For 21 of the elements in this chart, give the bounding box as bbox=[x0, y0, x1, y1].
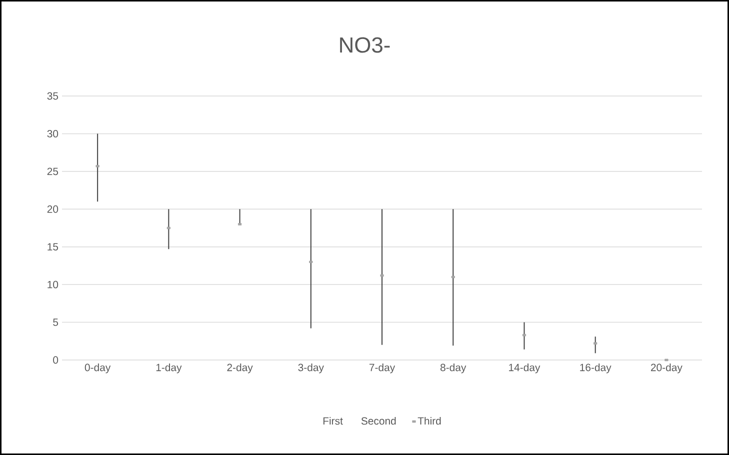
x-tick-label: 7-day bbox=[369, 364, 396, 374]
x-tick-label: 2-day bbox=[227, 364, 253, 374]
y-tick-label: 5 bbox=[53, 318, 58, 326]
y-tick-label: 25 bbox=[47, 168, 58, 176]
x-tick-label: 3-day bbox=[298, 364, 324, 374]
y-tick-label: 35 bbox=[47, 92, 58, 100]
x-tick-label: 20-day bbox=[650, 364, 682, 374]
x-tick-label: 0-day bbox=[84, 364, 111, 374]
legend-label: Third bbox=[418, 416, 441, 425]
x-tick-label: 14-day bbox=[509, 364, 540, 374]
x-tick-label: 16-day bbox=[580, 364, 612, 374]
y-tick-label: 20 bbox=[47, 205, 58, 213]
y-tick-label: 30 bbox=[47, 130, 58, 138]
chart-title: NO3- bbox=[340, 37, 390, 53]
x-tick-label: 8-day bbox=[440, 364, 466, 374]
text: Second bbox=[361, 416, 396, 425]
y-tick-label: 10 bbox=[48, 280, 58, 288]
y-tick-label: 0 bbox=[53, 356, 58, 364]
text: First bbox=[323, 416, 343, 425]
x-tick-label: 1-day bbox=[156, 364, 182, 374]
y-tick-label: 15 bbox=[48, 243, 58, 250]
